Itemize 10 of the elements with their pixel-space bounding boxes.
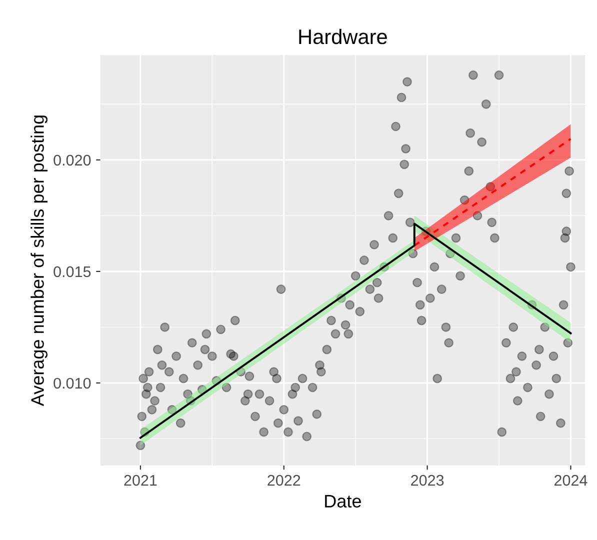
y-tick-label: 0.020 bbox=[54, 154, 91, 166]
chart-title: Hardware bbox=[299, 28, 387, 44]
x-tick-label: 2023 bbox=[411, 474, 444, 486]
x-tick-label: 2021 bbox=[124, 474, 157, 486]
y-tick-label: 0.015 bbox=[54, 266, 91, 278]
x-tick-label: 2022 bbox=[268, 474, 300, 486]
x-tick-label: 2024 bbox=[554, 474, 588, 486]
x-axis-title: Date bbox=[325, 494, 361, 508]
y-axis-title: Average number of skills per posting bbox=[30, 116, 48, 406]
y-tick-label: 0.010 bbox=[54, 378, 91, 389]
